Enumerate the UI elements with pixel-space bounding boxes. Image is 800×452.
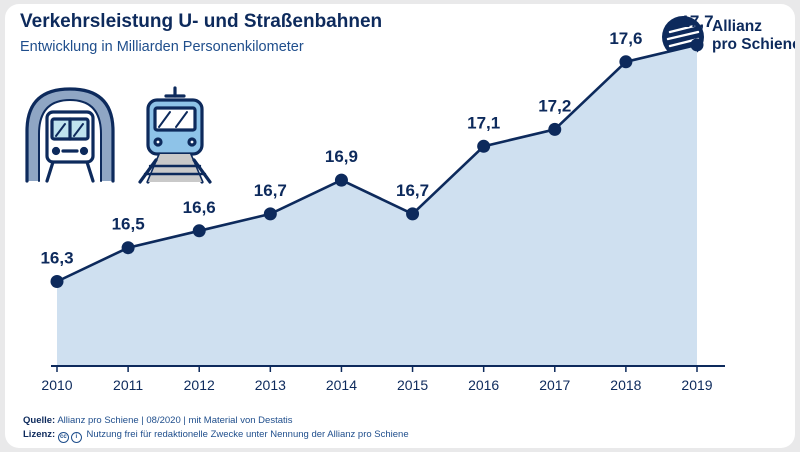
data-label-2015: 16,7 <box>396 181 429 200</box>
cc-icon: cc <box>57 432 69 443</box>
data-point-2017 <box>548 122 562 136</box>
subway-train-icon <box>25 87 115 183</box>
x-tick-label-2017: 2017 <box>539 377 570 393</box>
x-tick-label-2013: 2013 <box>255 377 286 393</box>
x-tick-label-2016: 2016 <box>468 377 499 393</box>
source-line: Quelle: Allianz pro Schiene | 08/2020 | … <box>23 414 409 428</box>
data-point-2011 <box>121 241 135 255</box>
x-tick-label-2015: 2015 <box>397 377 428 393</box>
x-tick-label-2019: 2019 <box>681 377 712 393</box>
x-tick-label-2012: 2012 <box>184 377 215 393</box>
data-point-2014 <box>334 173 348 187</box>
transport-icons <box>25 86 212 184</box>
data-point-2018 <box>619 55 633 69</box>
x-tick-label-2014: 2014 <box>326 377 357 393</box>
data-label-2014: 16,9 <box>325 147 358 166</box>
data-point-2012 <box>192 224 206 238</box>
data-label-2011: 16,5 <box>112 215 145 234</box>
area-fill <box>57 44 697 367</box>
chart-title: Verkehrsleistung U- und Straßenbahnen <box>20 11 383 32</box>
footer: Quelle: Allianz pro Schiene | 08/2020 | … <box>23 414 409 443</box>
tram-icon <box>138 86 212 184</box>
attribution-icon: i <box>70 432 82 443</box>
source-text: Allianz pro Schiene | 08/2020 | mit Mate… <box>57 415 293 426</box>
x-tick-label-2010: 2010 <box>41 377 72 393</box>
data-point-2016 <box>477 139 491 153</box>
logo-line2: pro Schiene <box>712 36 795 53</box>
source-label: Quelle: <box>23 415 56 426</box>
data-label-2018: 17,6 <box>609 29 642 48</box>
data-point-2013 <box>263 207 277 221</box>
data-label-2012: 16,6 <box>183 198 216 217</box>
license-text: Nutzung frei für redaktionelle Zwecke un… <box>86 429 409 440</box>
chart-subtitle: Entwicklung in Milliarden Personenkilome… <box>20 39 304 55</box>
series-line <box>56 43 698 283</box>
data-point-2010 <box>50 275 64 288</box>
license-line: Lizenz: cc i Nutzung frei für redaktionel… <box>23 428 409 443</box>
data-label-2017: 17,2 <box>538 96 571 115</box>
data-label-2016: 17,1 <box>467 113 500 132</box>
license-label: Lizenz: <box>23 429 56 440</box>
data-point-2015 <box>406 207 420 221</box>
chart-frame: Verkehrsleistung U- und Straßenbahnen En… <box>5 4 795 448</box>
x-tick-label-2011: 2011 <box>113 377 143 393</box>
logo-line1: Allianz <box>712 18 762 35</box>
data-label-2019: 17,7 <box>680 12 713 31</box>
x-tick-label-2018: 2018 <box>610 377 641 393</box>
allianz-pro-schiene-logo: Allianz pro Schiene <box>660 14 795 60</box>
data-label-2010: 16,3 <box>40 249 73 268</box>
data-point-2019 <box>690 38 704 52</box>
data-label-2013: 16,7 <box>254 181 287 200</box>
area-chart: 16,3 16,5 16,6 16,7 16,9 16,7 17,1 17,2 17,6 17,7… <box>40 12 725 393</box>
logo-text: Allianz pro Schiene <box>712 18 795 54</box>
